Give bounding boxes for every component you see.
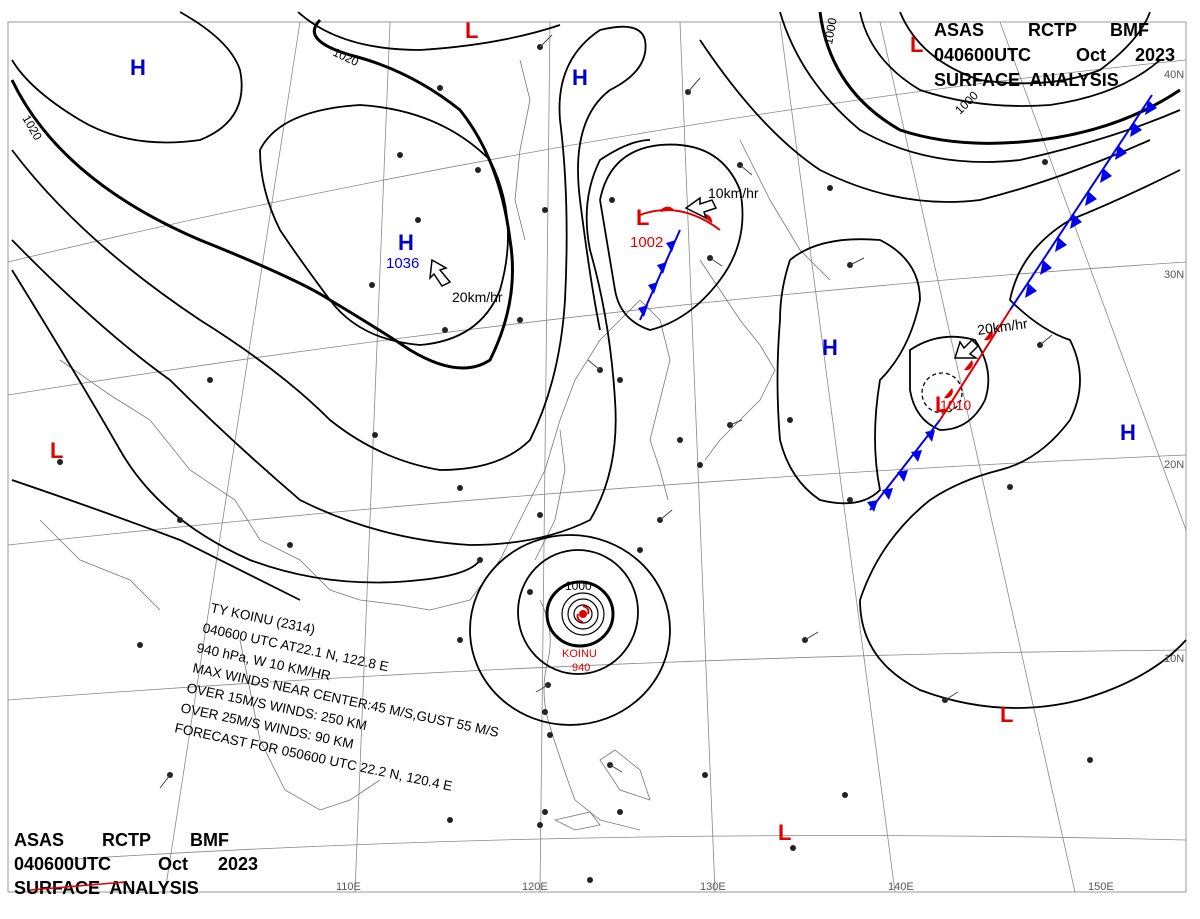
typhoon-inner-1 bbox=[561, 592, 605, 636]
map-frame bbox=[7, 21, 1187, 893]
td-pressure: 1010 bbox=[940, 397, 971, 413]
isobar-label: 1020 bbox=[19, 113, 45, 143]
longitude-label: 150E bbox=[1088, 881, 1114, 893]
typhoon-1000-isobar bbox=[545, 580, 615, 648]
isobar-label: 1000 bbox=[565, 579, 592, 593]
latitude-label: 30N bbox=[1164, 269, 1184, 281]
header-top-right: ASAS RCTP BMF 040600UTC Oct 2023 SURFACE… bbox=[934, 20, 1175, 90]
motion-arrow-low bbox=[684, 196, 718, 220]
low-pressure-symbol: L bbox=[636, 205, 649, 230]
low-pressure-symbol: L bbox=[910, 32, 923, 57]
high-pressure-symbol: H bbox=[572, 65, 588, 90]
header-word: Oct bbox=[1076, 45, 1106, 65]
motion-label: 10km/hr bbox=[708, 185, 759, 201]
header-line: SURFACE ANALYSIS bbox=[934, 70, 1119, 90]
high-pressure-symbol: H bbox=[822, 335, 838, 360]
cold-front-northeast bbox=[1009, 94, 1157, 311]
warm-front-td bbox=[939, 309, 1011, 421]
longitude-label: 120E bbox=[522, 881, 548, 893]
low-pressure-symbol: L bbox=[465, 18, 478, 43]
header-word: BMF bbox=[190, 830, 229, 850]
header-word: Oct bbox=[158, 854, 188, 874]
typhoon-1004-isobar bbox=[517, 549, 639, 675]
isobars bbox=[10, 11, 1187, 726]
longitude-labels: 110E 120E 130E 140E 150E bbox=[336, 881, 1114, 893]
station-wind-barbs bbox=[159, 34, 1053, 789]
header-word: 040600UTC bbox=[934, 45, 1031, 65]
typhoon-pressure: 940 bbox=[572, 662, 590, 674]
isobar-label: 1000 bbox=[821, 16, 839, 45]
header-word: ASAS bbox=[934, 20, 984, 40]
low-pressure-symbol: L bbox=[778, 820, 791, 845]
header-word: BMF bbox=[1110, 20, 1149, 40]
motion-arrow-td bbox=[953, 338, 980, 359]
latitude-label: 10N bbox=[1164, 653, 1184, 665]
latitude-label: 20N bbox=[1164, 459, 1184, 471]
header-word: 2023 bbox=[1135, 45, 1175, 65]
coastlines bbox=[39, 59, 831, 831]
latitude-grid bbox=[7, 59, 1187, 861]
header-word: RCTP bbox=[102, 830, 151, 850]
tropical-depression-circle bbox=[921, 372, 963, 414]
motion-arrow-high bbox=[429, 258, 452, 287]
low-pressure-symbol: L bbox=[935, 392, 948, 417]
high-center-value: 1036 bbox=[386, 255, 419, 272]
typhoon-inner-2 bbox=[567, 598, 599, 630]
longitude-label: 140E bbox=[888, 881, 914, 893]
low-pressure-symbol: L bbox=[1000, 702, 1013, 727]
typhoon-symbol bbox=[576, 605, 590, 623]
low-pressure-symbol: L bbox=[50, 438, 63, 463]
station-plots bbox=[57, 44, 1093, 883]
latitude-labels: 40N 30N 20N 10N bbox=[1164, 69, 1184, 665]
motion-label: 20km/hr bbox=[452, 289, 503, 305]
front-low-1002 bbox=[638, 206, 721, 321]
latitude-label: 40N bbox=[1164, 69, 1184, 81]
strike-mark bbox=[29, 881, 126, 891]
typhoon-inner-3 bbox=[573, 604, 593, 624]
header-line: SURFACE ANALYSIS bbox=[14, 878, 199, 898]
typhoon-1008-isobar bbox=[469, 534, 671, 726]
high-pressure-symbol: H bbox=[398, 230, 414, 255]
header-word: 040600UTC bbox=[14, 854, 111, 874]
isobar-label: 1020 bbox=[331, 45, 361, 69]
longitude-label: 130E bbox=[700, 881, 726, 893]
low-center-value: 1002 bbox=[630, 234, 663, 251]
typhoon-info-block: TY KOINU (2314) 040600 UTC AT22.1 N, 122… bbox=[173, 600, 500, 794]
header-word: 2023 bbox=[218, 854, 258, 874]
header-bottom-left: ASAS RCTP BMF 040600UTC Oct 2023 SURFACE… bbox=[14, 830, 258, 898]
motion-label: 20km/hr bbox=[976, 315, 1029, 338]
cold-front-southwest bbox=[867, 419, 941, 512]
high-pressure-symbol: H bbox=[130, 55, 146, 80]
longitude-label: 110E bbox=[336, 881, 361, 893]
high-pressure-symbol: H bbox=[1120, 420, 1136, 445]
header-word: ASAS bbox=[14, 830, 64, 850]
header-word: RCTP bbox=[1028, 20, 1077, 40]
typhoon-name: KOINU bbox=[562, 648, 597, 660]
